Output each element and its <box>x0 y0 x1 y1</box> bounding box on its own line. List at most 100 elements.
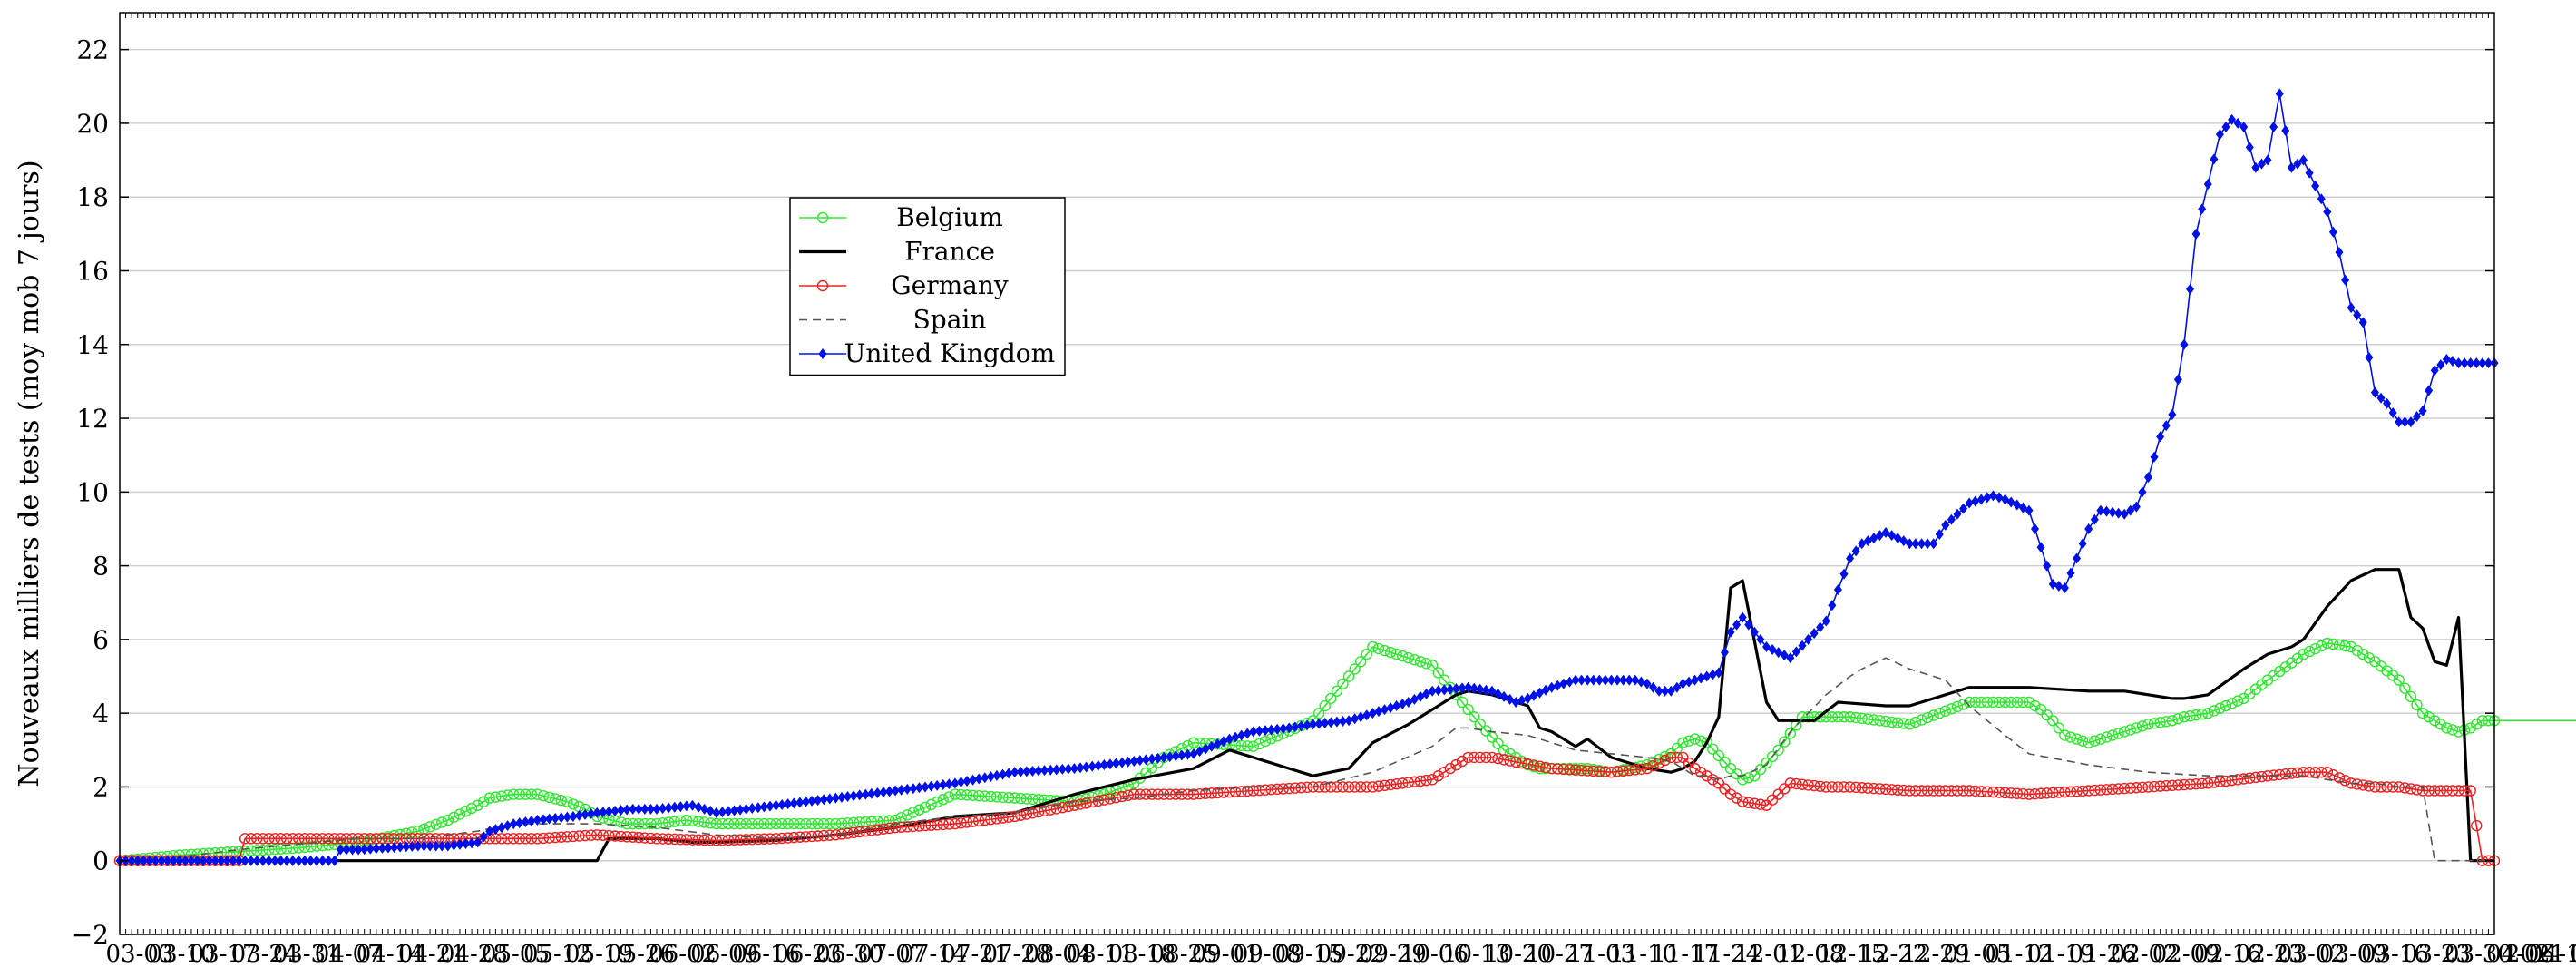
germany-point <box>1080 797 1092 809</box>
united-kingdom-point <box>2376 392 2386 404</box>
germany-point <box>1557 763 1570 776</box>
belgium-point <box>561 796 573 807</box>
germany-point <box>1397 777 1409 789</box>
germany-point <box>1957 785 1969 797</box>
belgium-point <box>2429 715 2441 727</box>
germany-point <box>532 833 543 845</box>
belgium-point <box>2214 702 2226 714</box>
germany-point <box>955 817 967 829</box>
germany-point <box>1898 784 1909 797</box>
belgium-point <box>2118 726 2131 738</box>
x-tick-label: 10-06 <box>1400 941 1469 968</box>
united-kingdom-point <box>1171 750 1180 762</box>
united-kingdom-point <box>795 797 805 808</box>
germany-point <box>1916 785 1927 797</box>
x-tick-label: 12-22 <box>1859 941 1927 968</box>
united-kingdom-point <box>2448 356 2457 367</box>
belgium-point <box>2113 728 2124 739</box>
united-kingdom-point <box>801 796 810 807</box>
belgium-point <box>740 817 752 830</box>
belgium-point <box>1862 713 1874 725</box>
united-kingdom-point <box>2293 158 2302 170</box>
belgium-point <box>1379 644 1390 657</box>
belgium-point <box>1844 711 1856 723</box>
germany-point <box>2161 780 2172 792</box>
germany-point <box>1909 785 1922 797</box>
belgium-point <box>555 794 567 807</box>
series-united-kingdom <box>115 88 2499 866</box>
germany-point <box>1742 797 1754 808</box>
belgium-point <box>1432 667 1444 679</box>
united-kingdom-point <box>509 818 518 830</box>
germany-point <box>1331 781 1343 793</box>
belgium-point <box>650 817 663 830</box>
belgium-point <box>2106 729 2119 741</box>
united-kingdom-point <box>1141 754 1150 766</box>
germany-point <box>633 831 645 844</box>
belgium-point <box>454 808 466 820</box>
belgium-point <box>2357 648 2369 660</box>
legend-label-belgium: Belgium <box>896 202 1003 232</box>
belgium-point <box>889 814 902 826</box>
belgium-point <box>883 815 895 826</box>
united-kingdom-point <box>730 805 739 816</box>
germany-point <box>680 834 693 846</box>
united-kingdom-point <box>2078 538 2087 550</box>
united-kingdom-point <box>259 855 268 866</box>
x-tick-label: 03-23 <box>2403 941 2471 968</box>
germany-point <box>1027 807 1039 819</box>
germany-point <box>2041 787 2053 799</box>
belgium-point <box>532 788 543 800</box>
united-kingdom-point <box>2370 386 2379 398</box>
united-kingdom-point <box>133 855 142 866</box>
belgium-point <box>1766 750 1779 763</box>
united-kingdom-point <box>1983 492 1992 504</box>
germany-point <box>1814 780 1826 792</box>
belgium-point <box>525 788 538 800</box>
germany-point <box>1539 761 1552 774</box>
united-kingdom-point <box>1254 725 1264 737</box>
belgium-point <box>902 809 913 821</box>
germany-point <box>1665 751 1677 764</box>
germany-point <box>2333 772 2346 784</box>
germany-point <box>1361 781 1372 793</box>
united-kingdom-point <box>551 812 560 824</box>
x-tick-label: 09-08 <box>1234 941 1302 968</box>
united-kingdom-point <box>1476 683 1485 695</box>
united-kingdom-point <box>646 803 655 815</box>
x-tick-label: 03-03 <box>106 941 174 968</box>
germany-point <box>1426 774 1439 786</box>
belgium-point <box>2053 722 2065 734</box>
germany-point <box>1020 808 1033 820</box>
united-kingdom-point <box>688 799 697 811</box>
united-kingdom-point <box>557 812 566 824</box>
united-kingdom-point <box>861 788 870 800</box>
belgium-point <box>1761 757 1772 769</box>
united-kingdom-point <box>814 795 823 807</box>
united-kingdom-point <box>2096 504 2105 516</box>
belgium-point <box>1372 642 1385 655</box>
germany-point <box>961 816 973 828</box>
united-kingdom-point <box>1069 763 1078 775</box>
united-kingdom-point <box>1965 497 1974 509</box>
germany-point <box>1736 796 1749 807</box>
united-kingdom-point <box>449 839 458 851</box>
belgium-point <box>2101 731 2113 743</box>
germany-point <box>1754 798 1767 810</box>
belgium-point <box>1921 711 1934 724</box>
united-kingdom-point <box>1392 700 1401 712</box>
united-kingdom-point <box>1099 759 1108 771</box>
belgium-point <box>1504 748 1516 760</box>
belgium-point <box>1677 737 1689 748</box>
belgium-point <box>2023 696 2035 709</box>
germany-point <box>2429 785 2441 797</box>
united-kingdom-point <box>2036 542 2045 553</box>
united-kingdom-point <box>634 803 643 815</box>
united-kingdom-point <box>1911 538 1920 550</box>
united-kingdom-point <box>1828 600 1837 611</box>
united-kingdom-point <box>777 798 786 810</box>
united-kingdom-point <box>2263 154 2272 166</box>
united-kingdom-point <box>837 791 846 803</box>
belgium-point <box>1247 740 1259 752</box>
y-tick-label: 16 <box>76 256 109 286</box>
